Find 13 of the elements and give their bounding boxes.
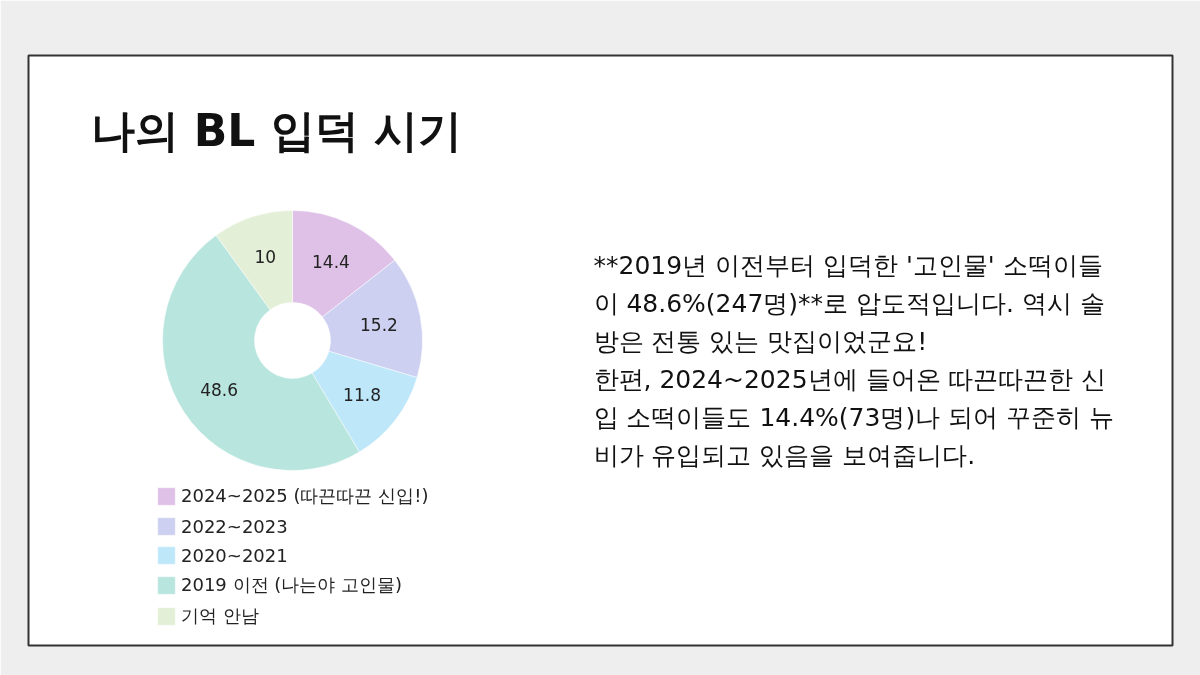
data-label: 15.2 xyxy=(360,314,398,335)
data-label: 48.6 xyxy=(200,379,239,400)
text: **2019년 이전부터 입덕한 '고인물' 소떡이들이 48.6%(247명)**로 압도적입니다. 역시 솔방은 전통 있는 맛집이었군요! xyxy=(593,251,1105,356)
legend-label: 2022~2023 xyxy=(181,515,288,537)
text: 한편, 2024~2025년에 들어온 따끈따끈한 신입 소떡이들도 14.4%(73명)나 되어 꾸준히 뉴비가 유입되고 있음을 보여줍니다. xyxy=(593,365,1114,470)
data-label: 14.4 xyxy=(312,251,350,272)
legend-label: 2019 이전 (나는야 고인물) xyxy=(181,573,403,597)
legend-label: 2020~2021 xyxy=(181,544,288,566)
chart-title: 나의 BL 입덕 시기 xyxy=(90,105,463,156)
legend-label: 2024~2025 (따끈따끈 신입!) xyxy=(181,484,429,508)
data-label: 11.8 xyxy=(343,384,381,405)
data-label: 10 xyxy=(254,247,277,268)
legend-label: 기억 안남 xyxy=(181,604,259,628)
